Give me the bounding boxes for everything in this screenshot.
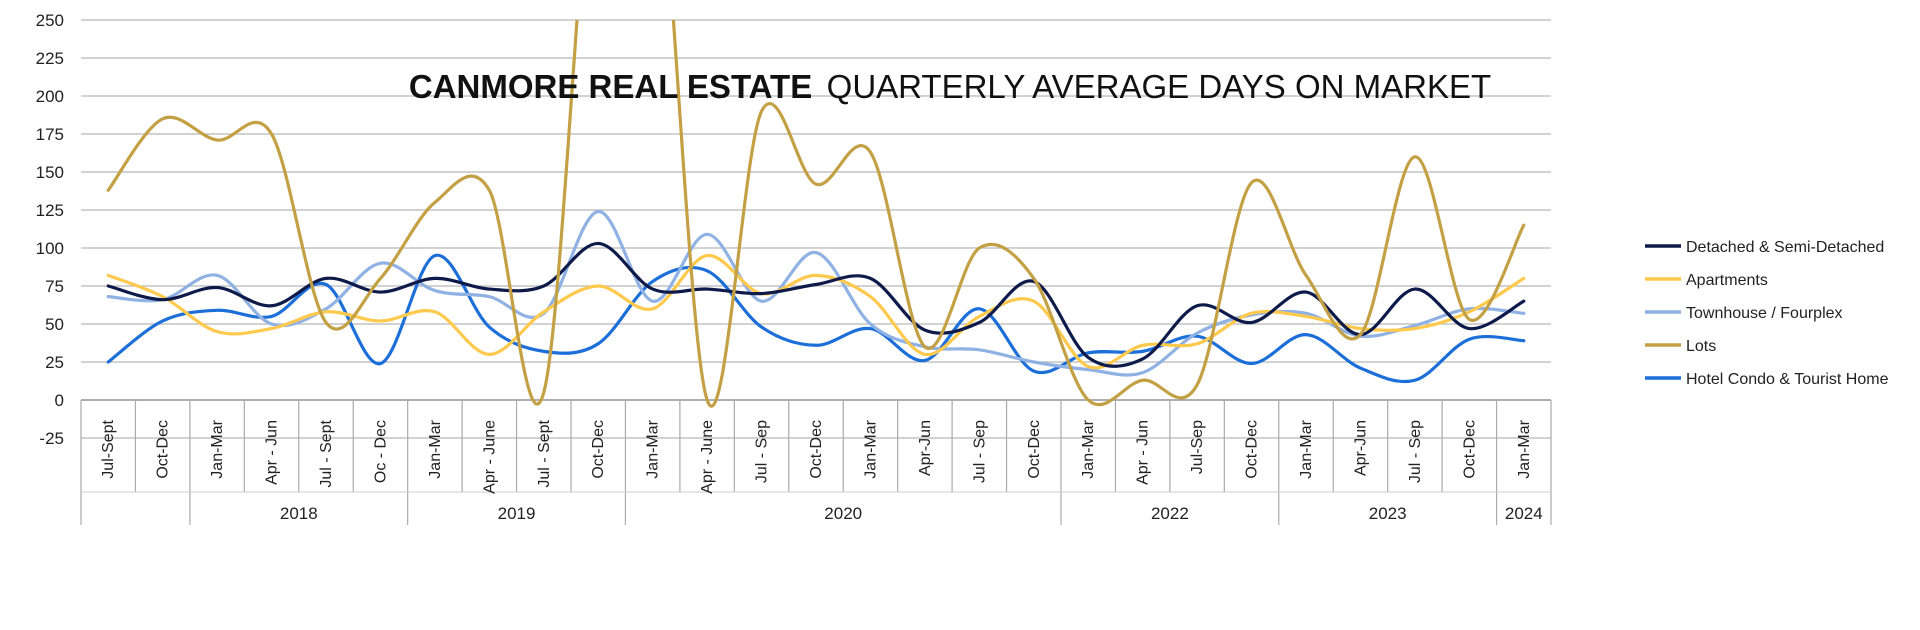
y-tick-label: 250 xyxy=(36,11,64,30)
year-label: 2019 xyxy=(498,504,536,523)
x-tick-label: Oct-Dec xyxy=(808,420,825,479)
x-tick-label: Jul - Sep xyxy=(754,420,771,483)
x-tick-label: Oct-Dec xyxy=(1244,420,1261,479)
x-tick-label: Jan-Mar xyxy=(427,419,444,478)
x-tick-label: Apr-Jun xyxy=(1352,420,1369,476)
x-tick-label: Oct-Dec xyxy=(1461,420,1478,479)
chart-title-rest: QUARTERLY AVERAGE DAYS ON MARKET xyxy=(827,68,1491,105)
x-tick-label: Jul - Sep xyxy=(1407,420,1424,483)
y-tick-label: 25 xyxy=(45,353,64,372)
x-tick-label: Jan-Mar xyxy=(1298,419,1315,478)
legend-label: Detached & Semi-Detached xyxy=(1686,239,1884,256)
year-label: 2023 xyxy=(1369,504,1407,523)
y-tick-label: 175 xyxy=(36,125,64,144)
x-tick-label: Jul - Sept xyxy=(318,419,335,487)
legend-label: Townhouse / Fourplex xyxy=(1686,305,1843,322)
y-tick-label: 0 xyxy=(55,391,64,410)
y-tick-label: 50 xyxy=(45,315,64,334)
y-axis: -25 0 25 50 75 100 125 150 175 200 225 250 xyxy=(36,11,64,448)
x-tick-label: Oct-Dec xyxy=(155,420,172,479)
x-tick-label: Jan-Mar xyxy=(645,419,662,478)
legend-label: Lots xyxy=(1686,338,1716,355)
x-tick-label: Oc - Dec xyxy=(372,420,389,483)
x-tick-label: Oct-Dec xyxy=(1026,420,1043,479)
y-tick-label: 150 xyxy=(36,163,64,182)
x-tick-label: Jul-Sept xyxy=(100,419,117,478)
x-tick-label: Apr - Jun xyxy=(1135,420,1152,485)
series-line-detached-semi-detached xyxy=(106,241,1526,368)
year-label: 2024 xyxy=(1505,504,1543,523)
y-tick-label: 75 xyxy=(45,277,64,296)
series-lines xyxy=(106,20,1526,408)
x-tick-label: Oct-Dec xyxy=(590,420,607,479)
x-tick-label: Apr - June xyxy=(481,420,498,494)
legend: Detached & Semi-Detached Apartments Townho… xyxy=(1645,239,1889,388)
legend-label: Hotel Condo & Tourist Home xyxy=(1686,371,1889,388)
x-tick-label: Apr - June xyxy=(699,420,716,494)
y-tick-label: 125 xyxy=(36,201,64,220)
y-tick-label: 200 xyxy=(36,87,64,106)
chart-title: CANMORE REAL ESTATE QUARTERLY AVERAGE DA… xyxy=(409,68,1491,105)
year-label: 2020 xyxy=(824,504,862,523)
x-tick-label: Apr - Jun xyxy=(264,420,281,485)
x-tick-label: Apr-Jun xyxy=(917,420,934,476)
x-axis: Jul-Sept Oct-Dec Jan-Mar Apr - Jun Jul - Sep… xyxy=(80,399,1552,525)
year-label: 2018 xyxy=(280,504,318,523)
year-label: 2022 xyxy=(1151,504,1189,523)
y-tick-label: 225 xyxy=(36,49,64,68)
x-tick-label: Jul-Sep xyxy=(1189,420,1206,474)
chart-title-bold: CANMORE REAL ESTATE xyxy=(409,68,812,105)
x-tick-label: Jan-Mar xyxy=(209,419,226,478)
y-tick-label: -25 xyxy=(39,429,64,448)
x-tick-label: Jan-Mar xyxy=(1516,419,1533,478)
x-tick-label: Jul - Sep xyxy=(971,420,988,483)
x-tick-label: Jul - Sept xyxy=(536,419,553,487)
legend-label: Apartments xyxy=(1686,272,1768,289)
x-tick-label: Jan-Mar xyxy=(1080,419,1097,478)
y-tick-label: 100 xyxy=(36,239,64,258)
series-line-lots xyxy=(106,20,1526,408)
x-tick-label: Jan-Mar xyxy=(862,419,879,478)
